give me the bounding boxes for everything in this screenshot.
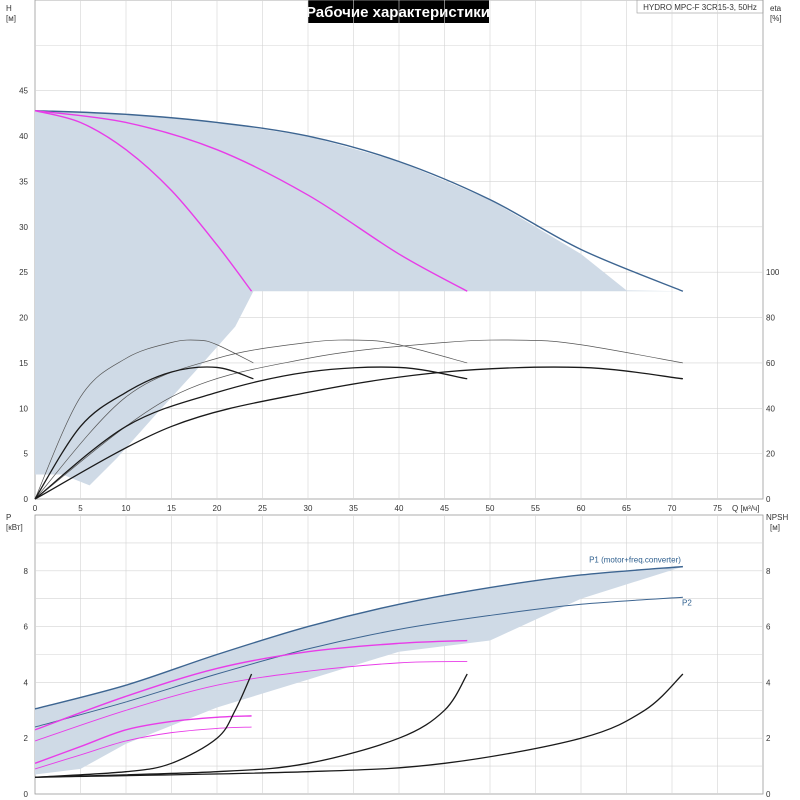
top-y-tick-label: 10: [19, 404, 28, 413]
head-curve-1-pumps: [34, 110, 253, 292]
x-tick-label: 35: [349, 504, 358, 513]
power-p1-curve: [34, 565, 683, 710]
bottom-y2-tick-label: 0: [766, 790, 771, 799]
top-y2-tick-label: 80: [766, 314, 775, 323]
head-curve-3-pumps: [34, 109, 684, 292]
bottom-y-label: P: [6, 513, 11, 522]
top-y-tick-label: 0: [24, 495, 29, 504]
x-tick-label: 65: [622, 504, 631, 513]
top-y-label: H: [6, 4, 12, 13]
npsh-curve: [34, 673, 468, 778]
efficiency-curve: [34, 339, 254, 500]
x-tick-label: 25: [258, 504, 267, 513]
x-tick-label: 55: [531, 504, 540, 513]
top-y2-tick-label: 60: [766, 359, 775, 368]
x-tick-label: 20: [213, 504, 222, 513]
bottom-y-tick-label: 6: [24, 623, 29, 632]
top-x-label: Q [м³/ч]: [732, 504, 759, 513]
x-tick-label: 60: [577, 504, 586, 513]
x-tick-label: 45: [440, 504, 449, 513]
x-tick-label: 10: [122, 504, 131, 513]
head-curve-2-pumps: [34, 109, 468, 292]
power-curve-partial: [34, 639, 468, 731]
top-y2-tick-label: 0: [766, 495, 771, 504]
x-tick-label: 5: [78, 504, 83, 513]
top-y-tick-label: 25: [19, 268, 28, 277]
top-y-tick-label: 45: [19, 87, 28, 96]
bottom-y2-tick-label: 4: [766, 678, 771, 687]
chart-title: Рабочие характеристики: [306, 4, 490, 21]
x-tick-label: 40: [395, 504, 404, 513]
bottom-y2-label: NPSH: [766, 513, 788, 522]
top-y2-tick-label: 20: [766, 450, 775, 459]
p1-curve-label: P1 (motor+freq.converter): [589, 556, 681, 565]
efficiency-curve: [34, 366, 683, 500]
bottom-y-unit: [кВт]: [6, 523, 23, 532]
bottom-y-tick-label: 0: [24, 790, 29, 799]
efficiency-curve: [34, 339, 683, 500]
x-tick-label: 30: [304, 504, 313, 513]
top-y-tick-label: 20: [19, 314, 28, 323]
top-y-unit: [м]: [6, 14, 16, 23]
x-tick-label: 70: [668, 504, 677, 513]
power-operating-area: [35, 566, 683, 775]
model-label: HYDRO MPC-F 3CR15-3, 50Hz: [643, 3, 757, 12]
power-curve-partial: [34, 726, 252, 770]
power-curve-partial: [34, 715, 252, 764]
top-y2-unit: [%]: [770, 14, 782, 23]
p2-curve-label: P2: [682, 598, 692, 607]
bottom-y2-tick-label: 8: [766, 567, 771, 576]
x-tick-label: 75: [713, 504, 722, 513]
head-operating-area: [35, 110, 683, 486]
bottom-y-tick-label: 4: [24, 678, 29, 687]
npsh-curve: [34, 673, 684, 778]
bottom-y2-unit: [м]: [770, 523, 780, 532]
top-y-tick-label: 15: [19, 359, 28, 368]
x-tick-label: 0: [33, 504, 38, 513]
power-p2-curve: [34, 596, 683, 728]
top-y2-tick-label: 40: [766, 404, 775, 413]
x-tick-label: 15: [167, 504, 176, 513]
top-y-tick-label: 5: [24, 450, 29, 459]
top-y2-tick-label: 100: [766, 268, 780, 277]
top-y-tick-label: 35: [19, 177, 28, 186]
power-curve-partial: [34, 661, 468, 742]
top-y-tick-label: 30: [19, 223, 28, 232]
npsh-curve: [34, 673, 253, 778]
bottom-y2-tick-label: 2: [766, 734, 771, 743]
efficiency-curve: [34, 366, 254, 500]
top-y2-label: eta: [770, 4, 782, 13]
bottom-y-tick-label: 2: [24, 734, 29, 743]
bottom-y2-tick-label: 6: [766, 623, 771, 632]
efficiency-curve: [34, 339, 468, 500]
efficiency-curve: [34, 366, 468, 500]
x-tick-label: 50: [486, 504, 495, 513]
top-y-tick-label: 40: [19, 132, 28, 141]
bottom-y-tick-label: 8: [24, 567, 29, 576]
